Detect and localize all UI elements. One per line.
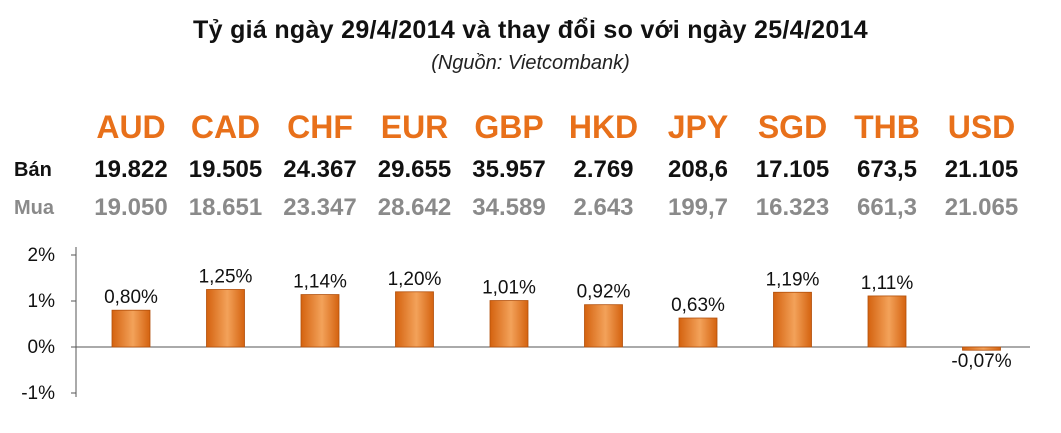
y-tick-label: 0%: [28, 337, 56, 358]
data-label: 1,11%: [861, 273, 914, 294]
y-tick-label: -1%: [21, 383, 55, 404]
sell-rate: 673,5: [857, 156, 917, 183]
sell-rate: 208,6: [668, 156, 728, 183]
currency-code: USD: [948, 109, 1016, 145]
buy-rate: 28.642: [378, 194, 451, 221]
y-tick-label: 1%: [28, 291, 56, 312]
bar: [300, 294, 340, 348]
data-label: 0,80%: [104, 287, 158, 308]
sell-rate: 19.505: [189, 156, 262, 183]
sell-rate: 2.769: [573, 156, 633, 183]
currency-code: EUR: [381, 109, 449, 145]
data-label: 1,14%: [293, 272, 347, 293]
sell-rate: 17.105: [756, 156, 829, 183]
row-label-buy: Mua: [14, 197, 55, 219]
currency-code: HKD: [569, 109, 638, 145]
chart-subtitle: (Nguồn: Vietcombank): [431, 52, 630, 74]
sell-rate: 24.367: [283, 156, 356, 183]
bar: [584, 304, 623, 348]
currency-code: THB: [854, 109, 920, 145]
buy-rate: 661,3: [857, 194, 917, 221]
buy-rate: 23.347: [283, 194, 356, 221]
buy-rate: 19.050: [94, 194, 167, 221]
buy-rate: 199,7: [668, 194, 728, 221]
data-label: 1,25%: [199, 267, 253, 288]
data-label: 1,01%: [482, 278, 536, 299]
buy-rate: 34.589: [472, 194, 545, 221]
sell-rate: 35.957: [472, 156, 545, 183]
bar: [395, 291, 434, 348]
bar: [962, 346, 1001, 351]
buy-rate: 16.323: [756, 194, 829, 221]
currency-code: AUD: [96, 109, 165, 145]
bar: [773, 291, 812, 348]
bar: [867, 295, 907, 348]
data-label: 0,92%: [577, 282, 631, 303]
row-label-sell: Bán: [14, 159, 52, 181]
y-tick-label: 2%: [28, 245, 56, 266]
data-label: 1,20%: [388, 269, 442, 290]
buy-rate: 18.651: [189, 194, 262, 221]
bar: [111, 309, 151, 348]
currency-code: JPY: [668, 109, 728, 145]
buy-rate: 21.065: [945, 194, 1018, 221]
currency-code: GBP: [474, 109, 543, 145]
sell-rate: 21.105: [945, 156, 1018, 183]
bar: [489, 300, 529, 348]
data-label: -0,07%: [951, 351, 1011, 372]
sell-rate: 29.655: [378, 156, 451, 183]
bar: [206, 289, 245, 348]
buy-rate: 2.643: [573, 194, 633, 221]
currency-code: CAD: [191, 109, 260, 145]
currency-code: CHF: [287, 109, 353, 145]
sell-rate: 19.822: [94, 156, 167, 183]
bar: [678, 317, 718, 348]
data-label: 0,63%: [671, 295, 725, 316]
chart-title: Tỷ giá ngày 29/4/2014 và thay đổi so với…: [193, 16, 868, 44]
data-label: 1,19%: [766, 269, 820, 290]
currency-code: SGD: [758, 109, 827, 145]
